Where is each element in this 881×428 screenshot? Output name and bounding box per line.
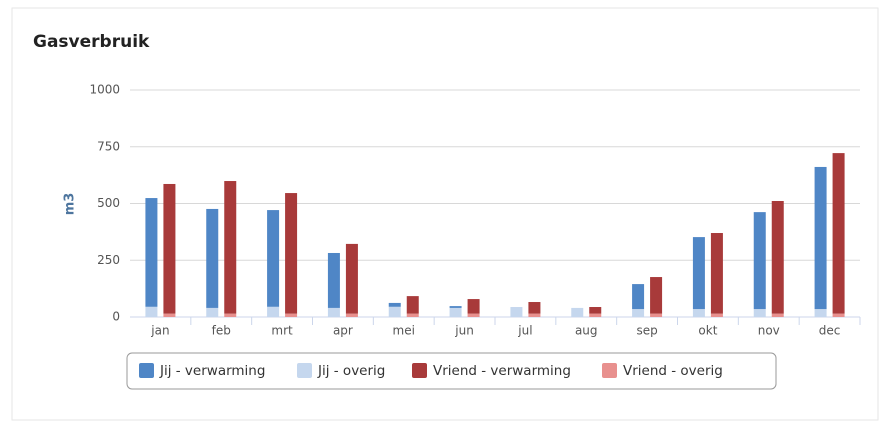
x-tick-label: jun xyxy=(454,324,474,338)
bar-segment xyxy=(632,284,645,310)
bar-segment xyxy=(406,296,419,314)
x-tick-label: mrt xyxy=(271,324,293,338)
legend-swatch[interactable] xyxy=(412,363,427,378)
x-tick-label: nov xyxy=(758,324,780,338)
bar-segment xyxy=(267,210,280,307)
bar-segment xyxy=(650,277,663,314)
bar-segment xyxy=(206,208,219,308)
bar-segment xyxy=(589,307,602,314)
legend-swatch[interactable] xyxy=(139,363,154,378)
bar-segment xyxy=(692,309,705,317)
bar-segment xyxy=(145,198,158,307)
bar-segment xyxy=(832,153,845,314)
bar-segment xyxy=(449,306,462,308)
x-tick-label: jan xyxy=(150,324,169,338)
chart-title: Gasverbruik xyxy=(33,32,150,52)
legend-label[interactable]: Vriend - verwarming xyxy=(433,363,571,379)
bar-segment xyxy=(145,306,158,317)
legend-box xyxy=(126,352,777,390)
bar-segment xyxy=(814,166,827,310)
bar-segment xyxy=(163,313,176,317)
bar-segment xyxy=(814,309,827,317)
bar-segment xyxy=(467,313,480,317)
bar-segment xyxy=(528,302,541,314)
bar-segment xyxy=(571,307,584,317)
legend-swatch[interactable] xyxy=(602,363,617,378)
bar-segment xyxy=(388,306,401,317)
x-tick-label: feb xyxy=(212,324,231,338)
bar-segment xyxy=(449,307,462,317)
bar-segment xyxy=(224,313,237,317)
bar-segment xyxy=(345,313,358,317)
bar-segment xyxy=(327,252,340,308)
legend-label[interactable]: Jij - verwarming xyxy=(159,363,265,379)
y-tick-label: 750 xyxy=(97,139,120,153)
bar-segment xyxy=(710,313,723,317)
bar-segment xyxy=(771,201,784,314)
bar-segment xyxy=(267,306,280,317)
bar-segment xyxy=(406,313,419,317)
bar-segment xyxy=(632,309,645,317)
x-tick-label: sep xyxy=(636,324,657,338)
bar-segment xyxy=(650,313,663,317)
bar-segment xyxy=(710,233,723,314)
bar-segment xyxy=(163,183,176,314)
bar-segment xyxy=(753,309,766,317)
x-tick-label: apr xyxy=(333,324,353,338)
bar-segment xyxy=(467,299,480,314)
bar-segment xyxy=(224,181,237,314)
x-tick-label: jul xyxy=(517,324,532,338)
bar-segment xyxy=(345,243,358,314)
bar-segment xyxy=(528,313,541,317)
bar-segment xyxy=(327,307,340,317)
bar-segment xyxy=(832,313,845,317)
bar-segment xyxy=(285,193,298,314)
legend-label[interactable]: Jij - overig xyxy=(317,363,385,379)
y-tick-label: 250 xyxy=(97,253,120,267)
bar-segment xyxy=(753,212,766,310)
x-tick-label: mei xyxy=(393,324,415,338)
bar-segment xyxy=(771,313,784,317)
bar-segment xyxy=(388,302,401,307)
x-tick-label: okt xyxy=(698,324,717,338)
bar-segment xyxy=(510,307,523,317)
legend-label[interactable]: Vriend - overig xyxy=(623,363,723,379)
y-tick-label: 0 xyxy=(112,310,120,324)
x-tick-label: aug xyxy=(575,324,598,338)
bar-segment xyxy=(285,313,298,317)
y-tick-label: 1000 xyxy=(89,83,120,97)
bar-segment xyxy=(206,307,219,317)
legend-swatch[interactable] xyxy=(297,363,312,378)
y-tick-label: 500 xyxy=(97,196,120,210)
y-axis-label: m3 xyxy=(63,193,78,216)
bar-segment xyxy=(692,237,705,310)
bar-segment xyxy=(589,313,602,317)
x-tick-label: dec xyxy=(819,324,841,338)
